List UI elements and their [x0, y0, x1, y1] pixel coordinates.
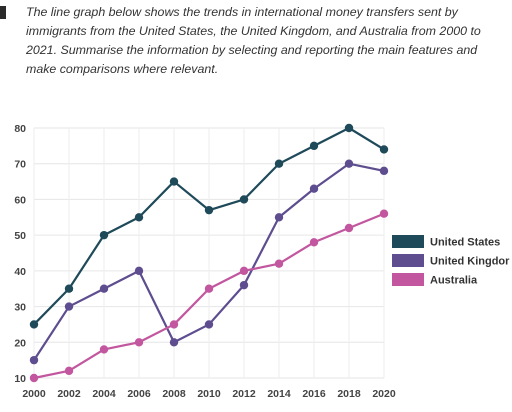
legend-swatch-1: [392, 254, 424, 267]
data-point-s0-2010: [204, 205, 214, 215]
data-point-s0-2004: [99, 230, 109, 240]
x-tick-label-2012: 2012: [232, 388, 256, 400]
x-tick-label-2010: 2010: [197, 388, 221, 400]
data-point-s1-2016: [309, 184, 319, 193]
data-point-s2-2010: [204, 284, 214, 293]
data-point-s1-2018: [344, 159, 354, 168]
data-point-s0-2006: [134, 213, 144, 222]
data-point-s0-2002: [64, 284, 74, 293]
y-tick-label-60: 60: [14, 194, 26, 206]
line-chart: 10 20 30 40 50 60 70 80 2000 2002 2004 2006 2008 2010…: [0, 112, 512, 412]
data-point-s2-2002: [64, 366, 74, 376]
data-point-s1-2012: [239, 280, 249, 290]
data-point-s1-2006: [134, 266, 144, 276]
data-point-s0-2020: [379, 145, 389, 154]
data-point-s0-2018: [344, 123, 354, 133]
data-point-s2-2004: [99, 345, 109, 354]
chart-svg: 10 20 30 40 50 60 70 80 2000 2002 2004 2006 2008 2010…: [14, 123, 510, 400]
x-tick-label-2014: 2014: [267, 388, 291, 400]
x-tick-label-2018: 2018: [337, 388, 361, 400]
data-point-s1-2008: [169, 338, 179, 347]
data-point-s2-2020: [379, 209, 389, 218]
y-tick-label-50: 50: [14, 230, 26, 242]
x-tick-label-2006: 2006: [127, 388, 151, 400]
data-point-s1-2014: [274, 213, 284, 222]
data-point-s1-2020: [379, 166, 389, 176]
data-point-s2-2008: [169, 320, 179, 329]
task-marker: [0, 6, 6, 19]
data-point-s2-2012: [239, 266, 249, 276]
x-tick-label-2000: 2000: [22, 388, 46, 400]
data-point-s0-2008: [169, 177, 179, 186]
y-tick-label-30: 30: [14, 302, 26, 314]
data-point-s0-2016: [309, 141, 319, 151]
data-point-s2-2018: [344, 223, 354, 233]
legend-label-0: United States: [430, 237, 500, 249]
x-tick-label-2008: 2008: [162, 388, 186, 400]
data-point-s1-2004: [99, 284, 109, 293]
legend-label-1: United Kingdor: [430, 256, 510, 268]
x-tick-label-2002: 2002: [57, 388, 81, 400]
x-tick-label-2004: 2004: [92, 388, 116, 400]
data-point-s0-2012: [239, 195, 249, 204]
data-point-s2-2016: [309, 238, 319, 247]
data-point-s2-2014: [274, 259, 284, 268]
data-point-s2-2006: [134, 338, 144, 347]
legend-swatch-0: [392, 235, 424, 248]
y-tick-label-20: 20: [14, 337, 26, 349]
y-tick-label-40: 40: [14, 266, 26, 278]
data-point-s1-2002: [64, 302, 74, 311]
x-tick-label-2020: 2020: [372, 388, 396, 400]
data-point-s0-2014: [274, 159, 284, 168]
y-tick-label-70: 70: [14, 159, 26, 171]
data-point-s0-2000: [29, 320, 39, 329]
y-tick-label-10: 10: [14, 373, 26, 385]
data-point-s2-2000: [29, 373, 39, 383]
x-tick-label-2016: 2016: [302, 388, 326, 400]
legend-label-2: Australia: [430, 275, 478, 287]
task-prompt: The line graph below shows the trends in…: [26, 5, 481, 76]
data-point-s1-2000: [29, 355, 39, 365]
y-tick-label-80: 80: [14, 123, 26, 135]
data-point-s1-2010: [204, 320, 214, 329]
legend-swatch-2: [392, 273, 424, 286]
